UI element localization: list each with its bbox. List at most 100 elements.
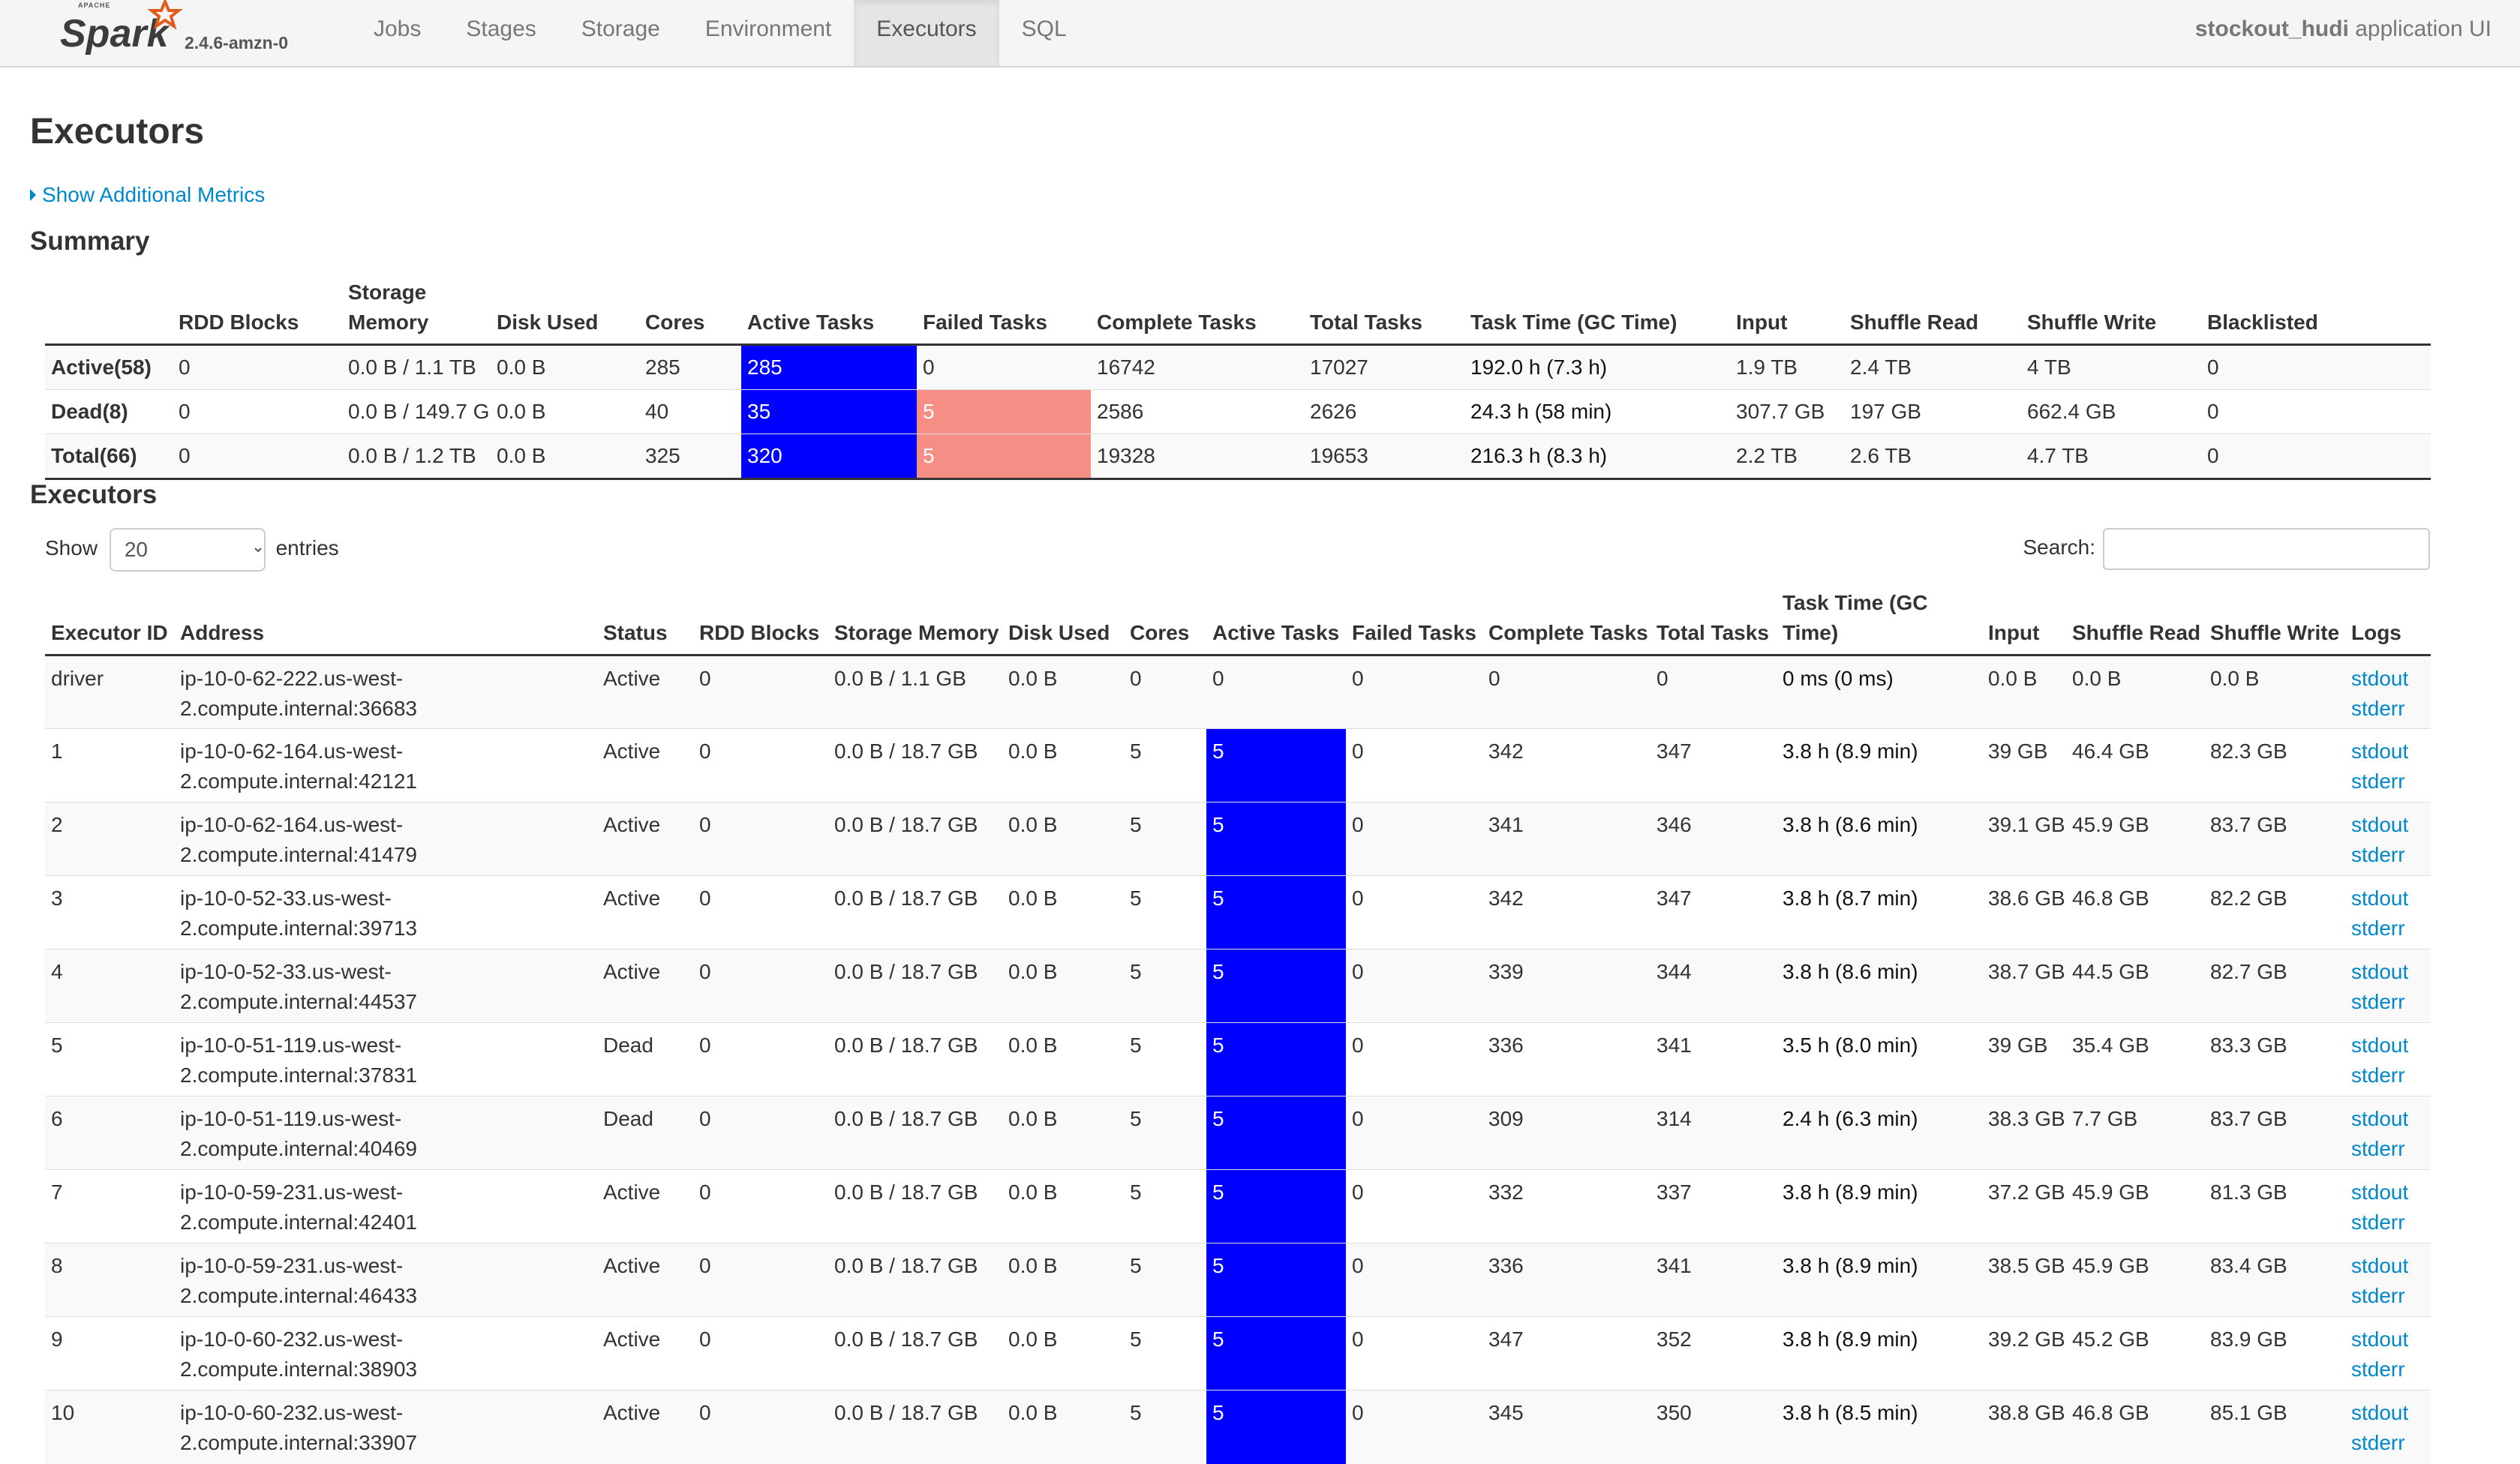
summary-col-rdd-blocks[interactable]: RDD Blocks: [173, 278, 342, 346]
table-row: 1 ip-10-0-62-164.us-west-2.compute.intern…: [45, 728, 2431, 802]
stdout-link[interactable]: stdout: [2351, 1107, 2409, 1130]
show-label: Show: [45, 536, 98, 560]
tab-executors[interactable]: Executors: [854, 0, 999, 66]
executors-col-total-tasks[interactable]: Total Tasks: [1650, 588, 1777, 656]
search-input[interactable]: [2103, 527, 2430, 570]
spark-logo[interactable]: APACHE Spark 2.4.6-amzn-0: [59, 0, 299, 66]
executors-col-address[interactable]: Address: [174, 588, 597, 656]
stderr-link[interactable]: stderr: [2351, 1064, 2405, 1087]
executor-cell-shuffle-write: 82.3 GB: [2204, 728, 2345, 802]
stderr-link[interactable]: stderr: [2351, 697, 2405, 720]
stdout-link[interactable]: stdout: [2351, 960, 2409, 983]
summary-cell-total-tasks: 2626: [1304, 389, 1464, 434]
summary-col-blank[interactable]: [45, 278, 173, 346]
stdout-link[interactable]: stdout: [2351, 1254, 2409, 1277]
stdout-link[interactable]: stdout: [2351, 813, 2409, 836]
summary-col-disk-used[interactable]: Disk Used: [491, 278, 639, 346]
executors-col-task-time-gc-time[interactable]: Task Time (GC Time): [1777, 588, 1982, 656]
executor-cell-task-time-gc-time: 2.4 h (6.3 min): [1777, 1096, 1982, 1170]
summary-cell-input: 307.7 GB: [1730, 389, 1844, 434]
show-additional-metrics-link[interactable]: Show Additional Metrics: [30, 183, 265, 207]
stdout-link[interactable]: stdout: [2351, 1401, 2409, 1424]
executor-cell-address: ip-10-0-52-33.us-west-2.compute.internal…: [174, 875, 597, 950]
executors-col-complete-tasks[interactable]: Complete Tasks: [1482, 588, 1650, 656]
summary-col-storage-memory[interactable]: Storage Memory: [342, 278, 491, 346]
stderr-link[interactable]: stderr: [2351, 916, 2405, 940]
executor-cell-input: 38.7 GB: [1982, 949, 2066, 1023]
stdout-link[interactable]: stdout: [2351, 1034, 2409, 1057]
executor-cell-status: Active: [597, 728, 693, 802]
stderr-link[interactable]: stderr: [2351, 1210, 2405, 1234]
stderr-link[interactable]: stderr: [2351, 1358, 2405, 1381]
executor-cell-task-time-gc-time: 3.8 h (8.9 min): [1777, 1169, 1982, 1244]
executor-cell-shuffle-read: 45.9 GB: [2066, 1243, 2204, 1317]
summary-cell-failed-tasks: 5: [917, 434, 1091, 480]
executors-col-status[interactable]: Status: [597, 588, 693, 656]
executor-cell-cores: 5: [1124, 1096, 1206, 1170]
summary-cell-task-time-gc-time: 216.3 h (8.3 h): [1464, 434, 1730, 480]
executor-cell-failed-tasks: 0: [1346, 728, 1482, 802]
executors-col-executor-id[interactable]: Executor ID: [45, 588, 174, 656]
executors-col-active-tasks[interactable]: Active Tasks: [1206, 588, 1346, 656]
summary-cell-cores: 40: [639, 389, 741, 434]
executors-col-input[interactable]: Input: [1982, 588, 2066, 656]
app-name: stockout_hudi: [2194, 16, 2349, 41]
executor-cell-status: Active: [597, 1169, 693, 1244]
executor-cell-storage-memory: 0.0 B / 18.7 GB: [828, 1243, 1002, 1317]
summary-col-complete-tasks[interactable]: Complete Tasks: [1091, 278, 1304, 346]
executor-cell-storage-memory: 0.0 B / 18.7 GB: [828, 949, 1002, 1023]
executor-cell-complete-tasks: 332: [1482, 1169, 1650, 1244]
summary-row: Total(66) 0 0.0 B / 1.2 TB 0.0 B 325 320 5 1932…: [45, 434, 2431, 480]
stdout-link[interactable]: stdout: [2351, 1180, 2409, 1204]
stderr-link[interactable]: stderr: [2351, 1431, 2405, 1454]
executor-cell-logs: stdout stderr: [2345, 875, 2431, 950]
summary-col-shuffle-write[interactable]: Shuffle Write: [2021, 278, 2201, 346]
executor-cell-complete-tasks: 341: [1482, 802, 1650, 876]
entries-select[interactable]: 20: [109, 527, 266, 572]
executor-cell-input: 38.3 GB: [1982, 1096, 2066, 1170]
summary-col-failed-tasks[interactable]: Failed Tasks: [917, 278, 1091, 346]
stderr-link[interactable]: stderr: [2351, 1137, 2405, 1160]
executor-cell-disk-used: 0.0 B: [1002, 1390, 1124, 1464]
summary-col-shuffle-read[interactable]: Shuffle Read: [1844, 278, 2021, 346]
executor-cell-rdd-blocks: 0: [693, 1390, 828, 1464]
summary-col-total-tasks[interactable]: Total Tasks: [1304, 278, 1464, 346]
tab-storage[interactable]: Storage: [581, 16, 660, 41]
executors-col-disk-used[interactable]: Disk Used: [1002, 588, 1124, 656]
table-row: 5 ip-10-0-51-119.us-west-2.compute.intern…: [45, 1022, 2431, 1096]
tab-stages[interactable]: Stages: [466, 16, 536, 41]
summary-col-input[interactable]: Input: [1730, 278, 1844, 346]
summary-row-label: Dead(8): [45, 389, 173, 434]
tab-jobs[interactable]: Jobs: [374, 16, 422, 41]
stdout-link[interactable]: stdout: [2351, 740, 2409, 763]
stderr-link[interactable]: stderr: [2351, 770, 2405, 793]
summary-cell-failed-tasks: 0: [917, 344, 1091, 390]
summary-col-active-tasks[interactable]: Active Tasks: [741, 278, 917, 346]
summary-cell-blacklisted: 0: [2201, 389, 2431, 434]
executor-cell-task-time-gc-time: 3.8 h (8.9 min): [1777, 1243, 1982, 1317]
summary-cell-rdd-blocks: 0: [173, 434, 342, 480]
summary-col-cores[interactable]: Cores: [639, 278, 741, 346]
summary-col-task-time-gc-time[interactable]: Task Time (GC Time): [1464, 278, 1730, 346]
executors-col-shuffle-write[interactable]: Shuffle Write: [2204, 588, 2345, 656]
executor-cell-cores: 0: [1124, 655, 1206, 729]
stderr-link[interactable]: stderr: [2351, 1284, 2405, 1307]
tab-environment[interactable]: Environment: [704, 16, 832, 41]
stderr-link[interactable]: stderr: [2351, 990, 2405, 1013]
executors-col-logs[interactable]: Logs: [2345, 588, 2431, 656]
executors-col-rdd-blocks[interactable]: RDD Blocks: [693, 588, 828, 656]
page-title: Executors: [30, 112, 205, 152]
stdout-link[interactable]: stdout: [2351, 667, 2409, 690]
executors-col-failed-tasks[interactable]: Failed Tasks: [1346, 588, 1482, 656]
executor-cell-input: 38.8 GB: [1982, 1390, 2066, 1464]
summary-col-blacklisted[interactable]: Blacklisted: [2201, 278, 2431, 346]
stdout-link[interactable]: stdout: [2351, 1328, 2409, 1351]
tab-sql[interactable]: SQL: [1021, 16, 1067, 41]
executor-cell-active-tasks: 5: [1206, 1316, 1346, 1390]
executors-col-cores[interactable]: Cores: [1124, 588, 1206, 656]
stderr-link[interactable]: stderr: [2351, 843, 2405, 866]
executors-col-storage-memory[interactable]: Storage Memory: [828, 588, 1002, 656]
summary-cell-shuffle-write: 4 TB: [2021, 344, 2201, 390]
stdout-link[interactable]: stdout: [2351, 886, 2409, 910]
executors-col-shuffle-read[interactable]: Shuffle Read: [2066, 588, 2204, 656]
